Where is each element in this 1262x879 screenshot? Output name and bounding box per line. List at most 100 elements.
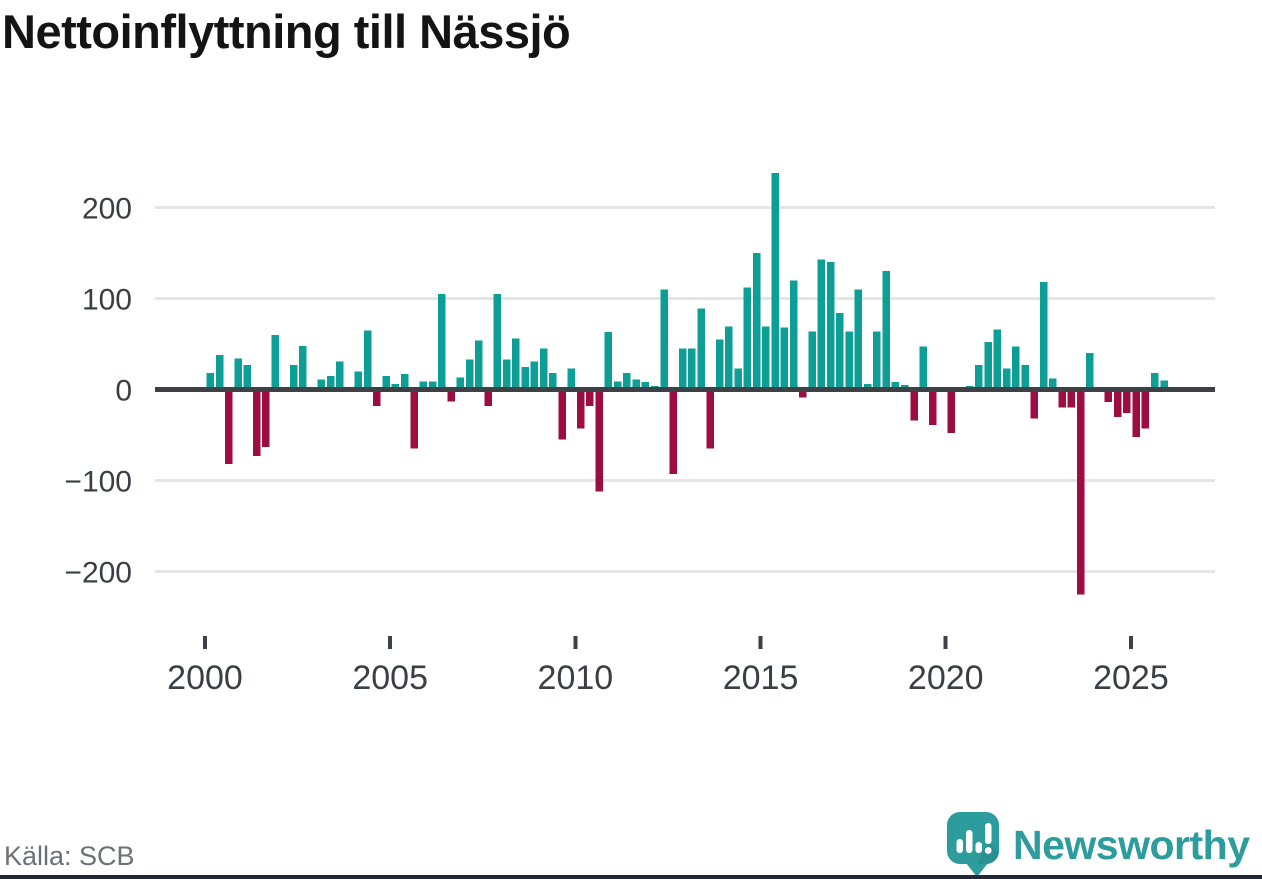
bar-2000-K3 xyxy=(225,389,233,465)
bar-2003-K1 xyxy=(317,379,326,390)
bar-2012-K4 xyxy=(678,348,687,390)
x-tick-label: 2020 xyxy=(908,659,984,697)
bar-2025-K2 xyxy=(1141,389,1150,429)
bar-2008-K4 xyxy=(530,361,539,390)
bar-2024-K4 xyxy=(1123,389,1131,414)
bar-2001-K3 xyxy=(262,389,270,447)
bar-2010-K3 xyxy=(595,389,603,492)
x-tick-label: 2025 xyxy=(1093,659,1169,697)
bar-2022-K3 xyxy=(1039,282,1048,390)
bar-2011-K3 xyxy=(632,379,640,390)
bar-2014-K3 xyxy=(743,287,752,390)
bar-2012-K2 xyxy=(660,289,668,390)
bar-2004-K3 xyxy=(373,389,381,406)
bar-2012-K3 xyxy=(669,389,678,475)
bar-2022-K1 xyxy=(1021,364,1029,390)
bar-2013-K4 xyxy=(715,339,724,390)
y-tick-label: 0 xyxy=(115,375,132,408)
y-tick-label: −100 xyxy=(64,466,132,499)
bar-2008-K3 xyxy=(521,366,529,390)
bar-2015-K2 xyxy=(771,172,779,390)
bar-2010-K2 xyxy=(586,389,594,406)
bar-2000-K2 xyxy=(215,354,224,390)
bar-2004-K4 xyxy=(382,375,390,390)
bar-2020-K1 xyxy=(947,389,955,434)
bar-2017-K2 xyxy=(845,331,853,390)
bar-2009-K2 xyxy=(549,373,557,390)
bar-2016-K2 xyxy=(808,331,816,390)
bar-2017-K3 xyxy=(854,289,863,390)
bar-2000-K4 xyxy=(234,358,242,390)
bar-2018-K1 xyxy=(873,331,881,390)
bar-2017-K4 xyxy=(863,384,872,390)
bar-2008-K2 xyxy=(512,338,520,390)
bar-2011-K2 xyxy=(623,373,631,390)
bar-2010-K1 xyxy=(576,389,585,429)
bar-2023-K3 xyxy=(1076,389,1085,595)
bar-2015-K1 xyxy=(762,326,770,390)
bar-2008-K1 xyxy=(502,359,511,390)
bar-2004-K1 xyxy=(354,371,363,390)
bar-2007-K1 xyxy=(465,359,474,390)
bar-2013-K2 xyxy=(697,308,705,390)
bar-2001-K2 xyxy=(252,389,261,456)
bar-2007-K4 xyxy=(493,293,502,390)
bar-2025-K3 xyxy=(1151,373,1159,390)
logo-exclamation-dot xyxy=(984,847,992,854)
bar-2007-K3 xyxy=(484,389,492,406)
bar-2005-K3 xyxy=(410,389,418,449)
bar-2006-K1 xyxy=(428,381,437,390)
bar-2023-K2 xyxy=(1067,389,1076,408)
newsworthy-bubble-icon xyxy=(947,812,999,877)
bar-2021-K1 xyxy=(984,342,992,390)
bar-2022-K4 xyxy=(1049,378,1057,390)
bar-2023-K1 xyxy=(1058,389,1066,408)
bar-2025-K4 xyxy=(1160,380,1168,390)
bar-2019-K3 xyxy=(928,389,937,425)
bar-2006-K4 xyxy=(456,377,465,390)
chart-title: Nettoinflyttning till Nässjö xyxy=(2,5,571,58)
bar-2014-K1 xyxy=(725,326,733,390)
bar-2005-K2 xyxy=(401,374,409,390)
bar-2007-K2 xyxy=(475,340,483,390)
bar-2006-K3 xyxy=(447,389,455,402)
bar-2024-K2 xyxy=(1104,389,1113,403)
y-tick-label: 100 xyxy=(82,284,132,317)
newsworthy-logo: Newsworthy xyxy=(946,811,1250,878)
bar-2001-K1 xyxy=(243,364,252,390)
bar-2009-K4 xyxy=(567,368,576,390)
bar-2024-K3 xyxy=(1113,389,1122,417)
bar-2001-K4 xyxy=(271,334,279,390)
bar-2011-K1 xyxy=(613,381,622,390)
logo-bar-tall xyxy=(966,830,973,853)
x-tick-label: 2015 xyxy=(723,659,799,697)
bar-2002-K2 xyxy=(289,364,298,390)
bar-2003-K3 xyxy=(336,361,344,390)
bar-2023-K4 xyxy=(1086,353,1094,390)
bar-2016-K3 xyxy=(817,259,826,390)
y-tick-label: 200 xyxy=(82,193,132,226)
bar-2006-K2 xyxy=(438,293,446,390)
bar-2010-K4 xyxy=(604,332,613,390)
bottom-border-bar xyxy=(0,875,1262,879)
x-tick-label: 2000 xyxy=(167,659,243,697)
bar-2013-K1 xyxy=(688,348,696,390)
bar-2009-K1 xyxy=(539,348,548,390)
bar-2000-K1 xyxy=(206,373,215,390)
x-tick-label: 2005 xyxy=(352,659,428,697)
source-label: Källa: SCB xyxy=(4,841,135,871)
logo-bar-medium xyxy=(975,842,982,853)
bar-2014-K4 xyxy=(752,253,761,390)
bar-2019-K2 xyxy=(919,346,928,390)
bar-2018-K2 xyxy=(882,271,890,390)
x-tick-label: 2010 xyxy=(538,659,614,697)
logo-exclamation-stem xyxy=(985,823,992,844)
bar-2011-K4 xyxy=(641,382,650,390)
bar-2002-K3 xyxy=(299,345,307,390)
logo-bar-small xyxy=(956,839,963,853)
bar-2020-K4 xyxy=(975,364,983,390)
y-tick-label: −200 xyxy=(64,557,132,590)
bar-2009-K3 xyxy=(558,389,566,440)
bar-2018-K3 xyxy=(891,382,900,390)
